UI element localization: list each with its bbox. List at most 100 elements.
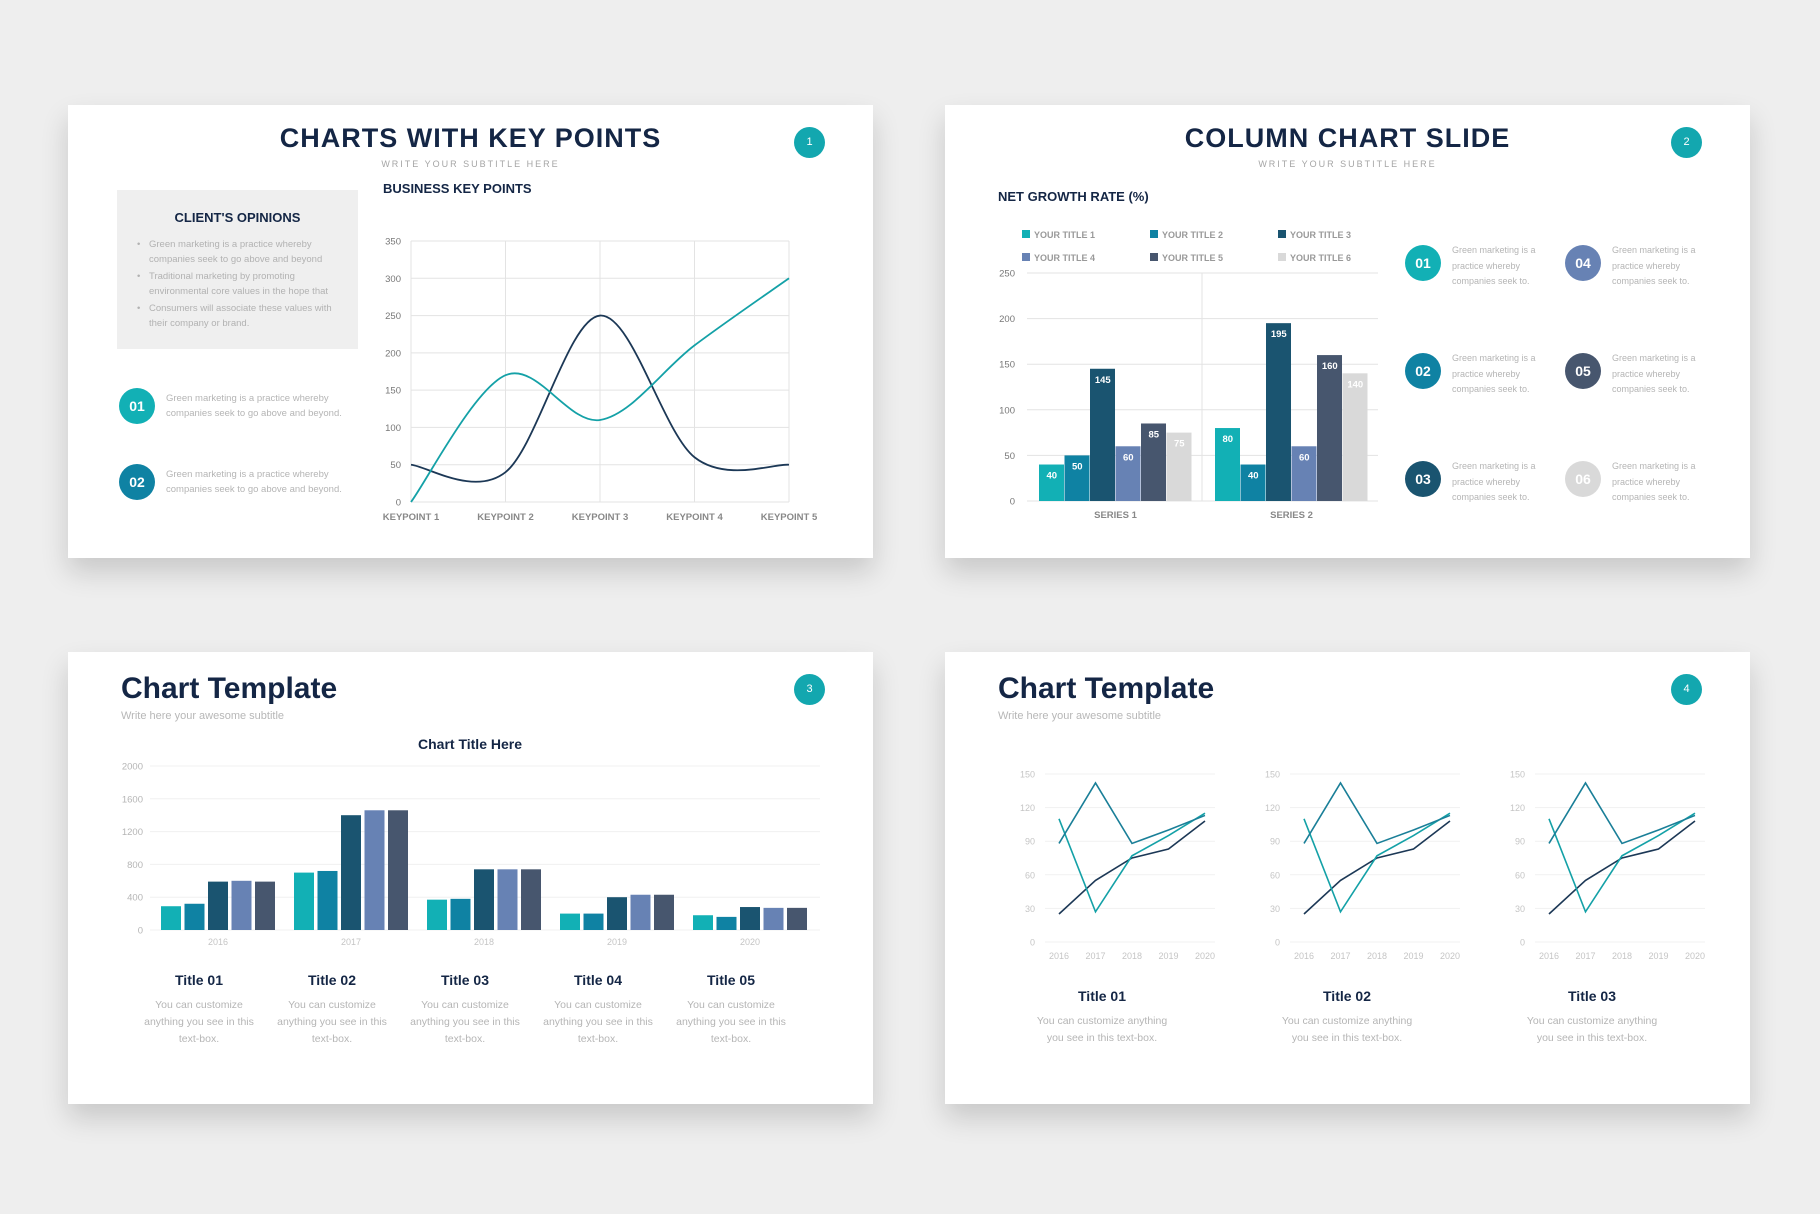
series-line-2 [1548,812,1696,914]
y-tick-label: 90 [1270,837,1280,847]
y-tick-label: 100 [385,423,401,434]
key-points-line-chart: BUSINESS KEY POINTS 0 50 100 150 200 250 300 350… [383,181,818,523]
slide-column-chart[interactable]: COLUMN CHART SLIDE WRITE YOUR SUBTITLE H… [945,105,1750,558]
slide-title: CHARTS WITH KEY POINTS [279,123,662,153]
y-tick-label: 120 [1265,803,1280,813]
series-line-1 [410,314,790,483]
card-desc: You can customize anything you see in th… [144,999,254,1045]
y-tick-label: 0 [1275,938,1280,948]
x-tick-label: 2018 [474,937,494,947]
slide-number-badge: 3 [794,674,825,705]
x-tick-label: 2016 [208,937,228,947]
legend-label: YOUR TITLE 6 [1290,253,1351,263]
item-text: Green marketing is a practice whereby co… [1452,245,1536,286]
y-tick-label: 400 [127,893,143,904]
y-tick-label: 100 [999,405,1015,416]
slide-title: Chart Template [998,672,1215,705]
x-tick-label: KEYPOINT 4 [666,512,723,523]
bar [1090,368,1115,501]
legend-swatch [1150,253,1158,261]
bar [583,913,604,930]
bar-value-label: 195 [1271,329,1288,340]
card-title: Title 05 [707,972,755,988]
bar [231,880,252,930]
bar [450,898,471,930]
x-tick-label: 2020 [1195,951,1215,961]
x-tick-label: SERIES 1 [1094,510,1137,521]
series-line-3 [1303,781,1451,845]
bar-value-label: 160 [1322,361,1338,372]
bar [630,894,651,930]
x-tick-label: KEYPOINT 5 [761,512,818,523]
keypoint-text: Green marketing is a practice whereby co… [166,469,342,495]
bar-value-label: 60 [1123,452,1134,463]
x-tick-label: 2016 [1294,951,1314,961]
x-tick-label: 2019 [1158,951,1178,961]
legend-label: YOUR TITLE 1 [1034,230,1095,240]
y-tick-label: 250 [385,311,401,322]
bar [427,899,447,930]
y-tick-label: 150 [1510,770,1525,780]
slide-subtitle: WRITE YOUR SUBTITLE HERE [1258,159,1437,169]
card-desc: You can customize anything you see in th… [1281,1015,1413,1044]
opinion-bullet: • Green marketing is a practice whereby c… [137,239,323,265]
item-text: Green marketing is a practice whereby co… [1612,353,1696,394]
card-title: Title 01 [175,972,223,988]
bar [364,810,385,930]
y-tick-label: 150 [1020,770,1035,780]
bar [161,906,181,930]
legend-swatch [1150,230,1158,238]
bar [184,903,205,930]
y-tick-label: 1200 [122,827,143,838]
y-tick-label: 200 [999,314,1015,325]
item-badge: 04 [1565,245,1601,281]
y-tick-label: 60 [1270,870,1280,880]
x-tick-label: KEYPOINT 2 [477,512,534,523]
bar [1141,423,1166,501]
x-tick-label: 2016 [1049,951,1069,961]
bar [654,894,674,930]
slide-chart-template-bars[interactable]: Chart Template Write here your awesome s… [68,652,873,1104]
slide-subtitle: Write here your awesome subtitle [121,710,285,722]
legend-label: YOUR TITLE 3 [1290,230,1351,240]
slide-subtitle: WRITE YOUR SUBTITLE HERE [381,159,560,169]
series-line-3 [1058,781,1206,845]
x-tick-label: 2017 [1575,951,1595,961]
slide-charts-with-key-points[interactable]: CHARTS WITH KEY POINTS WRITE YOUR SUBTIT… [68,105,873,558]
item-text: Green marketing is a practice whereby co… [1452,461,1536,502]
y-tick-label: 250 [999,269,1015,280]
card-desc: You can customize anything you see in th… [410,999,520,1045]
grouped-bar-chart: Chart Title Here 0 400 800 1200 1600 2000 2016 2… [122,736,820,947]
bar [341,815,361,930]
y-tick-label: 90 [1515,837,1525,847]
series-line-2 [1058,812,1206,914]
slide-number-badge: 2 [1671,127,1702,158]
y-tick-label: 90 [1025,837,1035,847]
legend-swatch [1278,253,1286,261]
slide-title: COLUMN CHART SLIDE [1184,123,1511,153]
y-tick-label: 350 [385,237,401,248]
y-tick-label: 300 [385,274,401,285]
y-tick-label: 1600 [122,794,143,805]
card-title: Title 03 [1568,988,1616,1004]
bar-value-label: 40 [1046,471,1057,482]
x-tick-label: 2020 [1440,951,1460,961]
series-line-2 [1303,812,1451,914]
y-tick-label: 30 [1025,904,1035,914]
slide-title: Chart Template [121,672,338,705]
series-line-1 [1303,820,1451,915]
bar [1291,446,1317,501]
slide-chart-template-lines[interactable]: Chart Template Write here your awesome s… [945,652,1750,1104]
mini-line-charts: 0 30 60 90 120 150 2016 2017 2018 2019 2020 0 30 60 90… [1020,770,1705,962]
item-badge: 06 [1565,461,1601,497]
x-tick-label: SERIES 2 [1270,510,1313,521]
bar [1064,455,1090,501]
item-text: Green marketing is a practice whereby co… [1612,461,1696,502]
card-desc: You can customize anything you see in th… [277,999,387,1045]
y-tick-label: 60 [1515,870,1525,880]
bar [1039,464,1064,501]
opinions-box: CLIENT'S OPINIONS • Green marketing is a … [117,190,358,349]
net-growth-bar-chart: NET GROWTH RATE (%) YOUR TITLE 1 YOUR TITL… [998,189,1378,521]
y-tick-label: 120 [1020,803,1035,813]
card-title: Title 02 [308,972,356,988]
